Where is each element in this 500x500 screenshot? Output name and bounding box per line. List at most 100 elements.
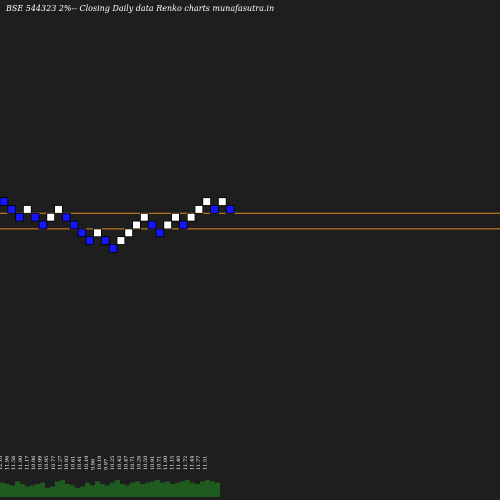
x-tick-label: 10.61	[71, 456, 77, 470]
volume-bar	[135, 481, 140, 497]
volume-bar	[70, 485, 75, 497]
renko-brick-up	[186, 212, 196, 222]
renko-brick-up	[93, 228, 102, 238]
x-tick-label: 11.15	[170, 456, 176, 470]
x-tick-label: 10.19	[84, 456, 90, 470]
volume-bar	[75, 487, 80, 497]
x-tick-label: 11.72	[183, 456, 189, 470]
renko-brick-down	[38, 220, 48, 230]
x-tick-label: 11.90	[18, 456, 24, 470]
x-tick-label: 10.91	[150, 456, 156, 470]
volume-bar	[40, 482, 45, 497]
x-tick-label: 10.43	[117, 456, 123, 470]
x-tick-label: 10.25	[110, 456, 116, 470]
volume-bar	[50, 486, 55, 497]
renko-brick-down	[178, 220, 188, 230]
x-tick-label: 11.77	[196, 456, 202, 470]
volume-bar	[180, 481, 185, 497]
volume-bar	[145, 482, 150, 497]
x-tick-label: 9.96	[90, 459, 96, 470]
x-tick-label: 10.71	[130, 456, 136, 470]
x-tick-label: 10.96	[31, 456, 37, 470]
renko-brick-down	[210, 205, 219, 214]
x-tick-label: 10.99	[38, 456, 44, 470]
volume-bar	[215, 482, 220, 497]
volume-bar	[105, 485, 110, 497]
renko-brick-up	[54, 205, 63, 214]
renko-brick-up	[202, 197, 212, 206]
renko-brick-down	[0, 197, 9, 206]
volume-bar	[210, 481, 215, 497]
x-tick-label: 12.10	[0, 456, 4, 470]
renko-brick-down	[77, 228, 87, 238]
volume-bar	[35, 484, 40, 497]
volume-bar	[85, 482, 90, 497]
renko-brick-down	[30, 212, 40, 222]
renko-brick-up	[139, 212, 149, 222]
x-tick-label: 9.97	[104, 459, 110, 470]
x-tick-label: 11.17	[24, 456, 30, 470]
renko-brick-down	[225, 205, 235, 214]
volume-bar	[120, 484, 125, 497]
x-tick-label: 11.40	[176, 456, 182, 470]
volume-bar	[100, 484, 105, 497]
x-tick-label: 10.47	[123, 456, 129, 470]
renko-brick-down	[108, 244, 118, 253]
volume-bar	[0, 482, 5, 497]
renko-brick-up	[171, 212, 180, 222]
x-tick-label: 11.27	[57, 456, 63, 470]
volume-bar	[125, 485, 130, 497]
x-tick-label: 10.50	[143, 456, 149, 470]
renko-brick-down	[7, 205, 17, 214]
volume-bar	[60, 480, 65, 497]
volume-bar	[95, 481, 100, 497]
volume-bar	[160, 482, 165, 497]
renko-brick-up	[22, 205, 32, 214]
renko-brick-up	[163, 220, 173, 230]
volume-bar	[30, 485, 35, 497]
volume-bar	[170, 484, 175, 497]
renko-brick-up	[46, 212, 55, 222]
x-tick-label: 10.93	[64, 456, 70, 470]
x-tick-label: 11.44	[189, 456, 195, 470]
x-tick-label: 11.51	[203, 456, 209, 470]
renko-brick-down	[85, 236, 95, 245]
volume-bar	[200, 481, 205, 497]
x-tick-label: 10.95	[44, 456, 50, 470]
volume-bar	[205, 480, 210, 497]
volume-bar	[185, 480, 190, 497]
volume-bar	[25, 486, 30, 497]
x-tick-label: 10.26	[137, 456, 143, 470]
volume-bar	[45, 487, 50, 497]
volume-bar	[195, 484, 200, 497]
x-tick-label: 10.41	[77, 456, 83, 470]
x-tick-label: 11.00	[163, 456, 169, 470]
volume-bar	[80, 486, 85, 497]
volume-bar	[15, 481, 20, 497]
volume-bar	[140, 484, 145, 497]
volume-bar	[90, 485, 95, 497]
volume-bar	[55, 481, 60, 497]
renko-brick-up	[217, 197, 227, 206]
x-tick-labels: 12.10 11.96 11.56 11.90 11.17 10.96 10.99 10.95…	[0, 456, 209, 470]
renko-brick-down	[15, 212, 24, 222]
volume-bar	[65, 484, 70, 497]
volume-bar	[5, 484, 10, 497]
x-tick-label: 10.71	[156, 456, 162, 470]
volume-bar	[165, 481, 170, 497]
volume-bars	[0, 480, 220, 497]
volume-bar	[130, 482, 135, 497]
volume-bar	[175, 482, 180, 497]
x-tick-label: 10.19	[97, 456, 103, 470]
x-tick-label: 11.96	[5, 456, 11, 470]
renko-brick-down	[101, 236, 110, 245]
renko-brick-up	[194, 205, 204, 214]
x-tick-label: 11.56	[11, 456, 17, 470]
renko-brick-down	[147, 220, 157, 230]
volume-bar	[190, 482, 195, 497]
volume-bar	[10, 485, 15, 497]
renko-brick-down	[155, 228, 165, 238]
chart-title: BSE 544323 2%-- Closing Daily data Renko…	[5, 4, 274, 13]
renko-brick-up	[124, 228, 134, 238]
